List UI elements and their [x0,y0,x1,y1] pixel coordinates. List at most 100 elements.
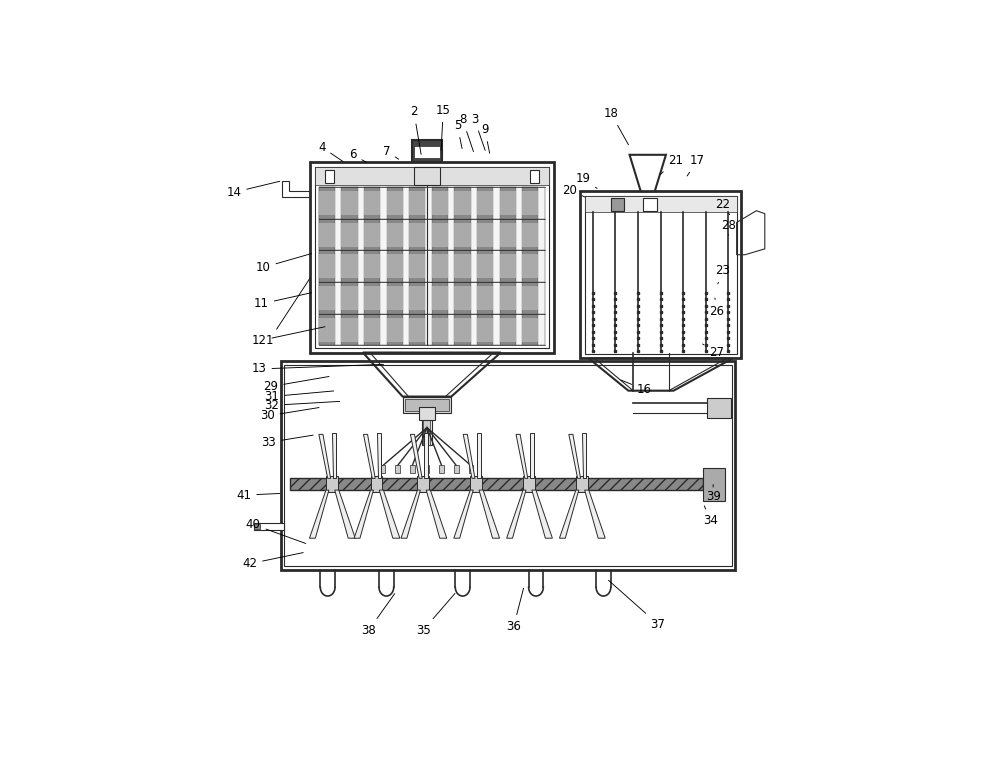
Bar [409,282,425,314]
Bar [409,255,425,278]
Text: 42: 42 [242,552,303,570]
Bar [319,314,545,345]
Bar [319,187,545,219]
Bar [500,223,516,247]
Bar [417,476,429,492]
Bar [500,255,516,278]
Text: 12: 12 [252,327,325,347]
Text: 28: 28 [721,219,736,235]
Bar [387,314,403,345]
Text: 22: 22 [715,197,730,215]
Text: 15: 15 [436,104,451,150]
Polygon shape [454,490,473,538]
Bar [432,187,448,219]
Bar [454,255,471,278]
Bar [341,286,358,310]
Polygon shape [507,490,526,538]
Bar [477,187,493,219]
Bar [254,523,260,529]
Bar [409,190,425,215]
Text: 9: 9 [481,123,490,153]
Bar [409,219,425,251]
Bar [477,314,493,345]
Bar [341,223,358,247]
Bar [405,399,449,411]
Text: 19: 19 [575,171,597,188]
Bar [319,286,335,310]
Bar [341,187,358,219]
Bar [432,282,448,314]
Bar [412,139,442,162]
Bar [580,191,741,358]
Polygon shape [401,490,420,538]
Bar [341,251,358,282]
Text: 33: 33 [262,435,313,449]
Bar [409,314,425,345]
Text: 21: 21 [660,154,683,174]
Bar [454,190,471,215]
Text: 31: 31 [264,390,334,403]
Bar [477,282,493,314]
Bar [364,219,380,251]
Bar [387,190,403,215]
Text: 17: 17 [687,154,705,176]
Polygon shape [463,434,475,479]
Polygon shape [477,433,481,479]
Bar [611,198,624,211]
Polygon shape [479,490,500,538]
Bar [500,251,516,282]
Bar [500,190,516,215]
Polygon shape [532,490,552,538]
Text: 23: 23 [715,264,730,284]
Text: 20: 20 [562,184,585,197]
Polygon shape [424,433,428,479]
Bar [703,468,725,501]
Polygon shape [530,433,534,479]
Bar [364,251,380,282]
Bar [409,286,425,310]
Bar [585,196,737,354]
Text: 29: 29 [263,376,329,393]
Bar [410,466,415,472]
Bar [454,223,471,247]
Bar [414,167,440,185]
Bar [500,187,516,219]
Bar [310,162,554,353]
Bar [403,396,451,413]
Text: 35: 35 [416,594,455,636]
Bar [500,286,516,310]
Bar [319,282,335,314]
Bar [454,286,471,310]
Text: 16: 16 [621,380,652,396]
Bar [315,167,549,185]
Bar [432,223,448,247]
Bar [522,318,538,341]
Text: 30: 30 [260,408,319,422]
Bar [576,476,588,492]
Bar [364,190,380,215]
Bar [643,198,657,211]
Bar [432,314,448,345]
Polygon shape [379,490,400,538]
Bar [387,286,403,310]
Text: 3: 3 [471,113,485,150]
Bar [326,476,338,492]
Bar [395,466,400,472]
Bar [522,314,538,345]
Bar [315,167,549,347]
Bar [319,190,335,215]
Bar [439,466,444,472]
Bar [319,314,335,345]
Text: 37: 37 [608,581,665,631]
Polygon shape [582,433,586,479]
Bar [477,286,493,310]
Bar [500,314,516,345]
Bar [419,407,435,420]
Bar [454,219,471,251]
Bar [500,219,516,251]
Bar [477,251,493,282]
Bar [387,318,403,341]
Bar [707,399,731,418]
Polygon shape [410,434,422,479]
Bar [522,286,538,310]
